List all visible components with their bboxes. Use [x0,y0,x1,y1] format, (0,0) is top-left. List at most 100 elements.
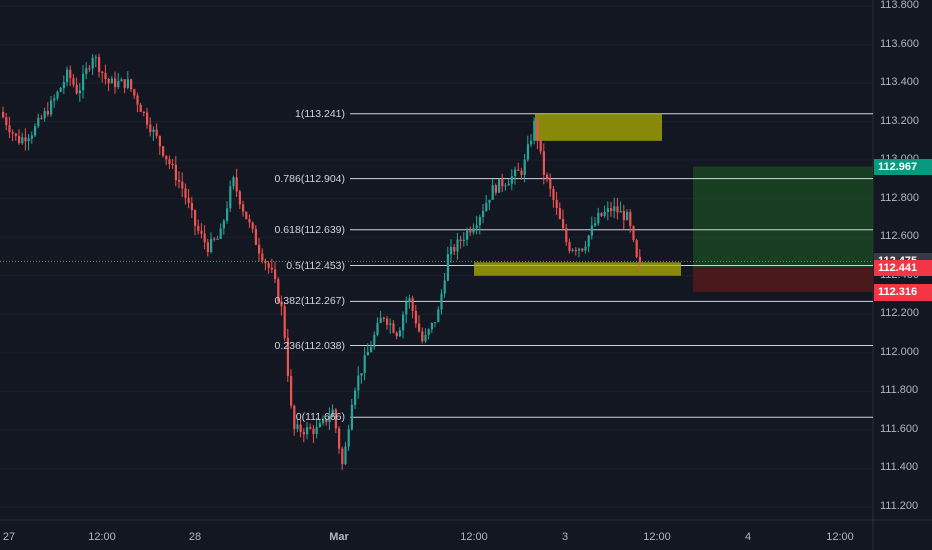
candle-body[interactable] [280,301,283,307]
candle-body[interactable] [398,330,401,337]
candle-body[interactable] [296,424,299,429]
candle-body[interactable] [312,428,315,435]
candle-body[interactable] [507,183,510,186]
candle-body[interactable] [488,199,491,203]
candle-body[interactable] [382,317,385,319]
candle-body[interactable] [523,159,526,175]
candle-body[interactable] [245,211,248,220]
candle-body[interactable] [219,228,222,239]
candle-body[interactable] [443,280,446,294]
candle-body[interactable] [610,208,613,212]
candle-body[interactable] [408,298,411,302]
candle-body[interactable] [290,376,293,406]
candle-body[interactable] [267,263,270,268]
candle-body[interactable] [421,331,424,342]
candle-body[interactable] [309,427,312,429]
candle-body[interactable] [242,204,245,212]
candle-body[interactable] [85,68,88,74]
candle-body[interactable] [613,206,616,212]
candle-body[interactable] [194,210,197,226]
candle-body[interactable] [603,212,606,216]
candle-body[interactable] [475,225,478,229]
candle-body[interactable] [98,57,101,72]
candle-body[interactable] [178,179,181,182]
candle-body[interactable] [283,306,286,338]
candle-body[interactable] [2,111,5,118]
candle-body[interactable] [232,177,235,187]
candle-body[interactable] [133,89,136,96]
candle-body[interactable] [168,159,171,164]
candle-body[interactable] [469,230,472,233]
candle-body[interactable] [632,226,635,241]
candle-body[interactable] [629,211,632,227]
candle-body[interactable] [376,322,379,335]
candle-body[interactable] [206,242,209,253]
candle-body[interactable] [622,210,625,221]
profit-zone[interactable] [693,166,873,268]
candle-body[interactable] [546,174,549,179]
candle-body[interactable] [181,181,184,189]
candle-body[interactable] [91,57,94,69]
candle-body[interactable] [555,199,558,209]
candle-body[interactable] [40,117,43,119]
candle-body[interactable] [34,126,37,136]
candle-body[interactable] [600,212,603,216]
candle-body[interactable] [530,140,533,145]
candle-body[interactable] [24,137,27,142]
candle-body[interactable] [453,247,456,252]
candle-body[interactable] [229,186,232,209]
candle-body[interactable] [466,230,469,240]
candle-body[interactable] [126,79,129,88]
candle-body[interactable] [72,78,75,85]
candle-body[interactable] [565,228,568,243]
candle-body[interactable] [402,314,405,331]
candle-body[interactable] [46,111,49,115]
candle-body[interactable] [200,230,203,234]
candle-body[interactable] [21,137,24,144]
candle-body[interactable] [53,98,56,101]
candle-body[interactable] [104,72,107,79]
candle-body[interactable] [478,217,481,226]
candle-body[interactable] [82,73,85,91]
candle-body[interactable] [594,223,597,226]
candle-body[interactable] [434,322,437,324]
candle-body[interactable] [616,206,619,213]
candle-body[interactable] [328,416,331,423]
candle-body[interactable] [568,242,571,251]
candle-body[interactable] [162,146,165,156]
candle-body[interactable] [277,279,280,302]
candle-body[interactable] [590,225,593,236]
candle-body[interactable] [254,228,257,245]
candle-body[interactable] [251,222,254,229]
candle-body[interactable] [56,91,59,99]
candle-body[interactable] [606,208,609,213]
candle-body[interactable] [11,132,14,134]
candle-body[interactable] [392,323,395,333]
candle-body[interactable] [123,79,126,88]
candle-body[interactable] [5,117,8,126]
candle-body[interactable] [238,191,241,205]
candle-body[interactable] [526,144,529,160]
candle-body[interactable] [578,248,581,251]
candle-body[interactable] [306,427,309,435]
candle-body[interactable] [360,373,363,376]
candle-body[interactable] [37,117,40,127]
candle-body[interactable] [248,219,251,223]
candle-body[interactable] [517,169,520,171]
candle-body[interactable] [75,84,78,94]
candle-body[interactable] [363,355,366,374]
candle-body[interactable] [286,337,289,377]
candle-body[interactable] [152,129,155,132]
candle-body[interactable] [274,269,277,280]
candle-body[interactable] [14,133,17,136]
candle-body[interactable] [584,246,587,251]
candle-body[interactable] [357,375,360,391]
candle-body[interactable] [350,404,353,430]
candle-body[interactable] [373,334,376,347]
candle-body[interactable] [542,151,545,175]
candle-body[interactable] [69,69,72,79]
candle-body[interactable] [216,238,219,240]
candle-body[interactable] [494,185,497,193]
candle-body[interactable] [184,188,187,198]
candle-body[interactable] [8,125,11,133]
